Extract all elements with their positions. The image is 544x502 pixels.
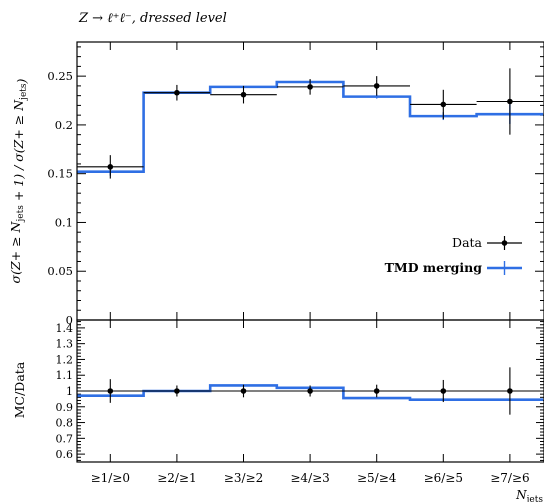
x-tick-label: ≥1/≥0 [91,471,130,485]
x-tick-label: ≥6/≥5 [424,471,463,485]
ratio-y-tick-label: 1.2 [56,353,74,366]
main-data-point [440,101,447,108]
main-y-tick-label: 0.05 [47,264,73,278]
main-data-point [107,164,114,170]
main-data-point [507,98,513,105]
main-data-point [373,83,380,89]
ratio-data-point [174,388,180,394]
main-data-point [307,84,313,90]
ratio-y-tick-label: 0.8 [56,417,74,430]
chart-title: Z → ℓ⁺ℓ⁻, dressed level [78,11,227,26]
ratio-data-point [507,388,513,394]
main-tmd-merging-histogram [77,80,544,174]
x-tick-label: ≥2/≥1 [157,471,196,485]
x-tick-label: ≥5/≥4 [357,471,397,485]
ratio-y-tick-label: 1.3 [56,338,74,351]
legend-label-tmd-merging: TMD merging [385,260,483,275]
main-data-point [240,91,247,98]
ratio-y-tick-label: 0.6 [56,448,74,461]
ratio-y-tick-label: 1 [66,385,73,398]
ratio-data-point [373,388,380,394]
legend: Data TMD merging [385,235,522,275]
main-y-tick-label: 0.1 [55,215,73,229]
ratio-y-axis-label: MC/Data [12,361,27,418]
ratio-data-point [307,388,313,394]
x-tick-label: ≥7/≥6 [490,471,529,485]
ratio-y-axis: 0.6 0.7 0.8 0.9 1 1.1 1.2 1.3 1.4 [56,321,544,461]
main-y-tick-label: 0.15 [47,167,73,181]
x-tick-label: ≥3/≥2 [224,471,263,485]
ratio-panel: 0.6 0.7 0.8 0.9 1 1.1 1.2 1.3 1.4 [56,319,544,463]
main-y-tick-label: 0 [66,313,73,327]
main-y-tick-label: 0.25 [47,69,73,83]
x-axis: ≥1/≥0 ≥2/≥1 ≥3/≥2 ≥4/≥3 ≥5/≥4 ≥6/≥5 ≥7/≥6 [91,42,530,485]
ratio-data-point [107,388,114,394]
legend-label-data: Data [452,235,482,250]
legend-marker-data-point [501,240,508,246]
ratio-y-tick-label: 1.4 [56,322,74,335]
x-tick-label: ≥4/≥3 [290,471,329,485]
ratio-y-tick-label: 0.9 [56,401,74,414]
x-axis-label: Njets [515,488,543,502]
ratio-data-point [240,388,247,394]
ratio-y-tick-label: 1.1 [56,369,74,382]
ratio-data-point [440,388,447,394]
main-y-tick-label: 0.2 [55,118,73,132]
main-y-axis: 0 0.05 0.1 0.15 0.2 0.25 [47,46,544,327]
main-y-axis-label: σ(Z+ ≥ Njets + 1) / σ(Z+ ≥ Njets) [8,78,29,283]
ratio-y-tick-label: 0.7 [56,432,74,445]
main-panel: 0 0.05 0.1 0.15 0.2 0.25 [47,41,544,327]
main-data-point [174,89,180,96]
